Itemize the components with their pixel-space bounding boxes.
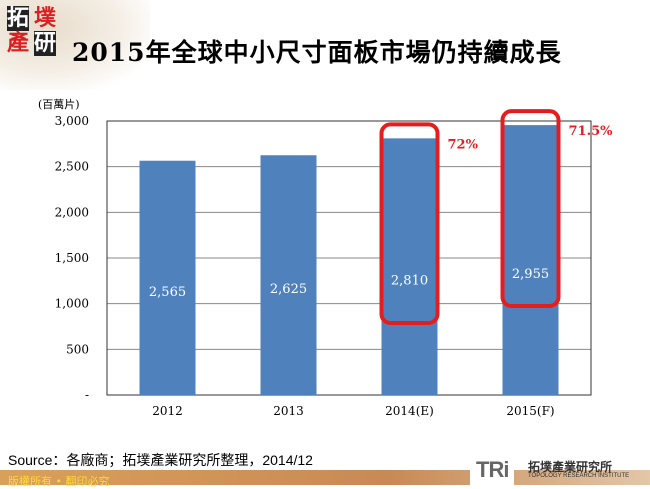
bar bbox=[502, 125, 559, 396]
y-tick-label: 2,000 bbox=[55, 205, 89, 219]
logo-char: 研 bbox=[34, 31, 57, 56]
tri-name-cn: 拓墣產業研究所 bbox=[528, 460, 613, 474]
bar bbox=[381, 138, 438, 395]
logo-char: 拓 bbox=[7, 6, 30, 31]
growth-annotation: 71.5% bbox=[569, 124, 614, 139]
plot-frame bbox=[106, 120, 592, 396]
tri-logo: TRi 拓墣產業研究所 TOPOLOGY RESEARCH INSTITUTE bbox=[470, 455, 629, 485]
data-label: 2,955 bbox=[512, 267, 549, 282]
logo-char: 產 bbox=[7, 31, 30, 56]
x-tick-label: 2015(F) bbox=[506, 404, 554, 418]
x-tick-label: 2013 bbox=[273, 404, 304, 418]
bar bbox=[139, 160, 196, 395]
logo-char: 墣 bbox=[34, 6, 57, 31]
highlight-box bbox=[379, 122, 440, 325]
copyright: 版權所有 • 翻印必究 bbox=[8, 475, 110, 488]
highlight-box bbox=[500, 109, 561, 308]
x-tick-label: 2014(E) bbox=[385, 404, 434, 418]
tri-name-en: TOPOLOGY RESEARCH INSTITUTE bbox=[528, 473, 630, 479]
y-tick-label: 2,500 bbox=[55, 160, 89, 174]
page-title: 2015年全球中小尺寸面板市場仍持續成長 bbox=[72, 38, 562, 67]
bar bbox=[260, 155, 317, 395]
y-tick-label: 500 bbox=[66, 342, 89, 356]
logo: 拓 墣 產 研 bbox=[7, 6, 62, 56]
data-label: 2,810 bbox=[391, 274, 428, 289]
source-note: Source：各廠商；拓墣產業研究所整理，2014/12 bbox=[8, 452, 313, 468]
tri-mark: TRi bbox=[476, 457, 509, 482]
data-label: 2,625 bbox=[270, 282, 307, 297]
y-tick-label: 3,000 bbox=[55, 114, 89, 128]
x-tick-label: 2012 bbox=[152, 404, 183, 418]
y-tick-label: - bbox=[85, 388, 89, 402]
y-unit-label: (百萬片) bbox=[38, 98, 80, 111]
y-tick-label: 1,500 bbox=[55, 251, 89, 265]
growth-annotation: 72% bbox=[448, 137, 479, 152]
y-tick-label: 1,000 bbox=[55, 297, 89, 311]
data-label: 2,565 bbox=[149, 285, 186, 300]
